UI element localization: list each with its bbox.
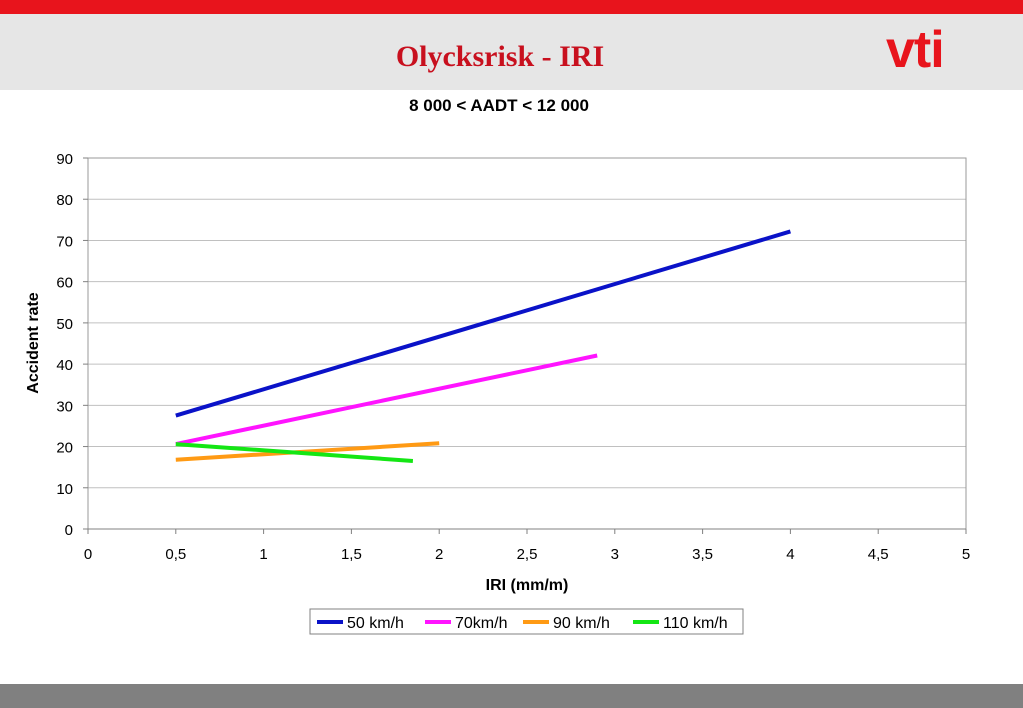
x-axis: 0 0,5 1 1,5 2 2,5 3 3,5 4 4,5 5 — [84, 528, 970, 563]
legend-label-4: 110 km/h — [663, 615, 728, 632]
x-tick-label: 3,5 — [692, 546, 713, 563]
footer-bar — [0, 684, 1023, 708]
legend-label-2: 70km/h — [455, 615, 507, 632]
y-tick-label: 30 — [56, 398, 73, 415]
x-axis-label: IRI (mm/m) — [486, 577, 569, 594]
chart-title: 8 000 < AADT < 12 000 — [409, 96, 589, 115]
legend-label-1: 50 km/h — [347, 615, 404, 632]
y-tick-label: 0 — [65, 522, 73, 539]
x-tick-label: 3 — [611, 546, 619, 563]
x-tick-label: 5 — [962, 546, 970, 563]
legend-label-3: 90 km/h — [553, 615, 610, 632]
y-axis: 0 10 20 30 40 50 60 70 80 90 — [56, 151, 88, 539]
y-tick-label: 10 — [56, 481, 73, 498]
series-line-4 — [175, 442, 414, 463]
series-line-2 — [175, 353, 598, 447]
series-line-1 — [175, 229, 791, 418]
accident-rate-chart: 8 000 < AADT < 12 000 010203040506070809… — [25, 96, 970, 635]
grid — [88, 198, 966, 489]
y-tick-label: 40 — [56, 357, 73, 374]
y-tick-label: 50 — [56, 316, 73, 333]
x-tick-label: 1,5 — [341, 546, 362, 563]
top-accent-bar — [0, 0, 1023, 14]
y-tick-label: 70 — [56, 233, 73, 250]
y-axis-label: Accident rate — [25, 292, 42, 393]
y-tick-label: 20 — [56, 440, 73, 457]
x-tick-label: 2,5 — [517, 546, 538, 563]
x-tick-label: 0,5 — [165, 546, 186, 563]
series-lines — [175, 229, 791, 463]
vti-logo: vti — [886, 21, 945, 79]
y-tick-label: 60 — [56, 275, 73, 292]
y-tick-label: 90 — [56, 151, 73, 168]
x-tick-label: 0 — [84, 546, 92, 563]
x-tick-label: 4 — [786, 546, 794, 563]
x-tick-label: 1 — [259, 546, 267, 563]
legend: 50 km/h 70km/h 90 km/h 110 km/h — [309, 608, 744, 635]
x-tick-label: 2 — [435, 546, 443, 563]
x-tick-label: 4,5 — [868, 546, 889, 563]
slide-header — [0, 14, 1023, 90]
slide-title: Olycksrisk - IRI — [395, 40, 605, 73]
y-tick-label: 80 — [56, 192, 73, 209]
plot-area-border — [87, 157, 967, 530]
